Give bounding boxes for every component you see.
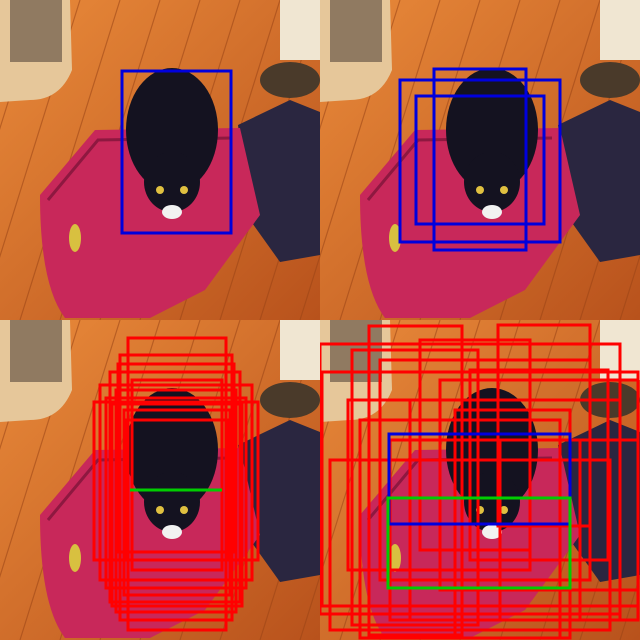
white-object <box>280 320 320 380</box>
cat-chin <box>162 525 182 539</box>
cat-eye <box>180 506 188 514</box>
cat-head <box>144 472 200 532</box>
cat-head <box>144 152 200 212</box>
floor-board-line <box>299 573 320 640</box>
photo-scene <box>320 320 640 640</box>
cat-eye <box>476 506 484 514</box>
cat-eye <box>476 186 484 194</box>
suitcase-tag <box>389 544 401 572</box>
floor-board-line <box>619 253 640 320</box>
shoes <box>260 382 320 418</box>
cat-head <box>464 152 520 212</box>
suitcase-tag <box>69 224 81 252</box>
dark-bag <box>238 100 320 262</box>
white-object <box>280 0 320 60</box>
cat-chin <box>482 205 502 219</box>
suitcase-tag <box>69 544 81 572</box>
dark-bag <box>558 100 640 262</box>
cat-eye <box>500 186 508 194</box>
cat-head <box>464 472 520 532</box>
white-object <box>600 320 640 380</box>
photo-scene <box>0 320 320 640</box>
pet-carrier-door <box>10 0 62 62</box>
photo-scene <box>320 0 640 320</box>
pet-carrier-door <box>10 320 62 382</box>
panel-top-left <box>0 0 320 320</box>
pet-carrier-door <box>330 320 382 382</box>
panel-top-right <box>320 0 640 320</box>
suitcase-tag <box>389 224 401 252</box>
cat-chin <box>482 525 502 539</box>
cat-eye <box>156 506 164 514</box>
cat-eye <box>500 506 508 514</box>
shoes <box>260 62 320 98</box>
panel-bottom-right <box>320 320 640 640</box>
white-object <box>600 0 640 60</box>
shoes <box>580 62 640 98</box>
cat-eye <box>180 186 188 194</box>
shoes <box>580 382 640 418</box>
cat-eye <box>156 186 164 194</box>
pet-carrier-door <box>330 0 382 62</box>
photo-scene <box>0 0 320 320</box>
panel-bottom-left <box>0 320 320 640</box>
cat-chin <box>162 205 182 219</box>
floor-board-line <box>299 253 320 320</box>
